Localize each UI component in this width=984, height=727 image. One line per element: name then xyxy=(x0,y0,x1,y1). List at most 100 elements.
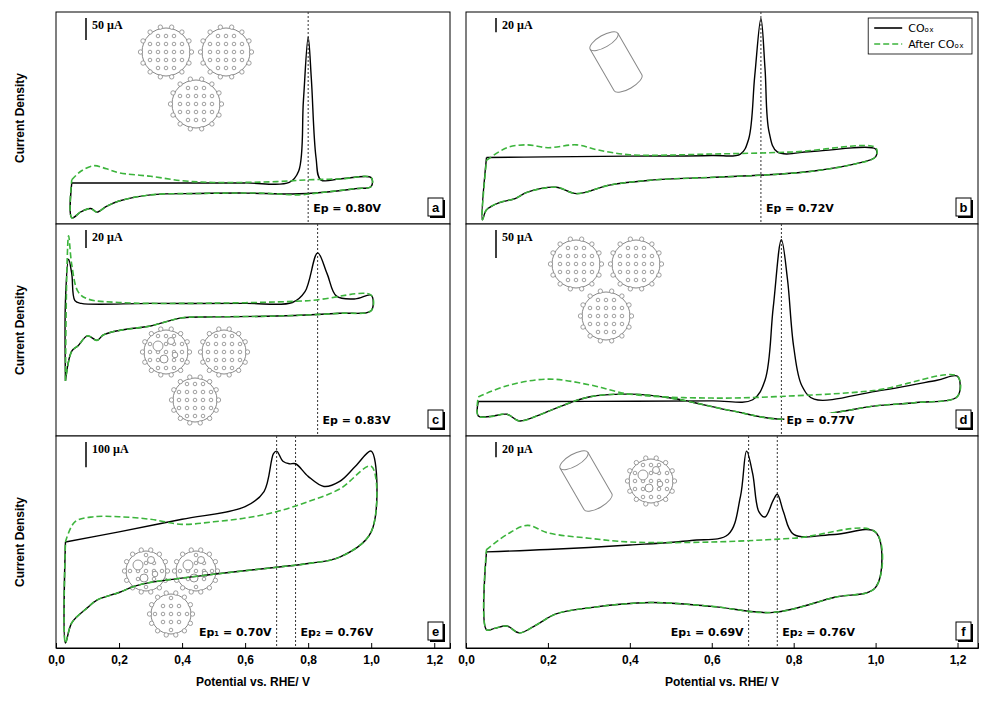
particle-icon xyxy=(198,25,253,79)
particle-dot xyxy=(172,58,176,62)
particle-dot xyxy=(626,278,630,282)
cv-curve xyxy=(477,374,961,421)
particle-dot xyxy=(180,342,184,346)
particle-bump xyxy=(588,294,592,298)
particle-dot xyxy=(566,246,570,250)
peak-label-group: Ep = 0.77V xyxy=(784,413,856,428)
particle-bump xyxy=(178,82,182,86)
particle-bump xyxy=(578,314,582,318)
particle-dot xyxy=(582,270,586,274)
particle-bump xyxy=(169,398,173,402)
particle-icon xyxy=(140,327,191,377)
particle-bump xyxy=(199,77,203,81)
particle-bump xyxy=(229,75,233,79)
particle-bump xyxy=(178,331,182,335)
particle-bump xyxy=(178,368,182,372)
scale-bar xyxy=(495,230,497,258)
particle-dot xyxy=(193,390,197,394)
x-tick-label: 1,0 xyxy=(363,653,380,667)
particle-dot xyxy=(201,398,205,402)
y-axis-title: Current Density xyxy=(13,497,27,587)
panel: Ep₁ = 0.69VEp₂ = 0.76V20 µAf0,00,20,40,6… xyxy=(458,436,978,689)
scale-bar-label: 50 µA xyxy=(92,18,123,32)
particle-bump xyxy=(628,287,632,291)
plot-area xyxy=(482,12,877,224)
particle-bump xyxy=(609,289,613,293)
particle-dot xyxy=(180,350,184,354)
particle-dot xyxy=(161,612,165,616)
x-axis: 0,00,20,40,60,81,01,2 xyxy=(458,643,978,667)
y-axis-title: Current Density xyxy=(13,285,27,375)
particle-bump xyxy=(148,70,152,74)
particle-dot xyxy=(230,366,234,370)
particle-bump xyxy=(219,102,223,106)
particle-defect xyxy=(645,484,653,492)
panel: Ep = 0.83V20 µAcCurrent Density xyxy=(13,224,450,436)
particle-dot xyxy=(214,358,218,362)
particle-bump xyxy=(149,621,153,625)
x-tick-label: 0,8 xyxy=(300,653,317,667)
particle-dot xyxy=(178,110,182,114)
particle-bump xyxy=(628,237,632,241)
particle-dot xyxy=(201,382,205,386)
particle-dot xyxy=(185,612,189,616)
peak-line xyxy=(295,436,296,648)
peak-label-group: Ep₁ = 0.69V xyxy=(669,625,746,640)
x-tick-label: 0,2 xyxy=(540,653,557,667)
particle-dot xyxy=(178,94,182,98)
particle-bump xyxy=(217,327,221,331)
particle-bump xyxy=(188,421,192,425)
panel-frame xyxy=(56,224,450,436)
peak-label-group: Ep = 0.72V xyxy=(764,201,836,216)
particle-bump xyxy=(627,325,631,329)
particle-bump xyxy=(663,497,667,501)
x-tick-label: 1,0 xyxy=(868,653,885,667)
x-tick: 1,2 xyxy=(950,643,967,667)
label-background xyxy=(764,201,836,216)
particle-bump xyxy=(581,325,585,329)
x-tick-mark xyxy=(56,643,57,648)
particle-bump xyxy=(568,237,572,241)
icons xyxy=(548,237,663,343)
x-axis-title: Potential vs. RHE/ V xyxy=(196,675,310,689)
particle-dot xyxy=(177,390,181,394)
particle-dot xyxy=(164,366,168,370)
particle-defect xyxy=(198,557,205,564)
x-tick-label: 0,4 xyxy=(174,653,191,667)
particle-bump xyxy=(590,282,594,286)
label-background xyxy=(311,201,383,216)
icons xyxy=(140,327,249,425)
particle-bump xyxy=(124,578,128,582)
particle-bump xyxy=(597,273,601,277)
particle-dot xyxy=(214,334,218,338)
particle-bump xyxy=(620,334,624,338)
particle-dot xyxy=(210,102,214,106)
particle-icon xyxy=(122,548,169,594)
x-tick-mark xyxy=(958,643,959,648)
legend-items: COₒₓAfter COₒₓ xyxy=(874,22,964,51)
cylinder-body xyxy=(590,33,645,96)
particle-dot xyxy=(214,366,218,370)
particle-dot xyxy=(230,358,234,362)
cylinder-body xyxy=(560,452,615,515)
cylinder-icon xyxy=(587,28,645,96)
panel-letter-box xyxy=(428,198,443,216)
cylinder-top xyxy=(587,28,621,54)
peak-label: Ep₁ = 0.70V xyxy=(199,626,272,639)
particle-dot xyxy=(558,270,562,274)
particle-bump xyxy=(207,368,211,372)
particle-dot xyxy=(582,246,586,250)
particle-bump xyxy=(198,375,202,379)
particle-dot xyxy=(194,86,198,90)
particle-dot xyxy=(224,42,228,46)
x-tick-label: 0,0 xyxy=(48,653,65,667)
particle-bump xyxy=(207,331,211,335)
particle-dot xyxy=(612,330,616,334)
particle-dot xyxy=(604,298,608,302)
x-tick-mark xyxy=(119,643,120,648)
particle-dot xyxy=(665,479,669,483)
particle-bump xyxy=(172,569,176,573)
particle-dot xyxy=(201,390,205,394)
particle-bump xyxy=(579,287,583,291)
panel-letter-box xyxy=(956,410,971,428)
